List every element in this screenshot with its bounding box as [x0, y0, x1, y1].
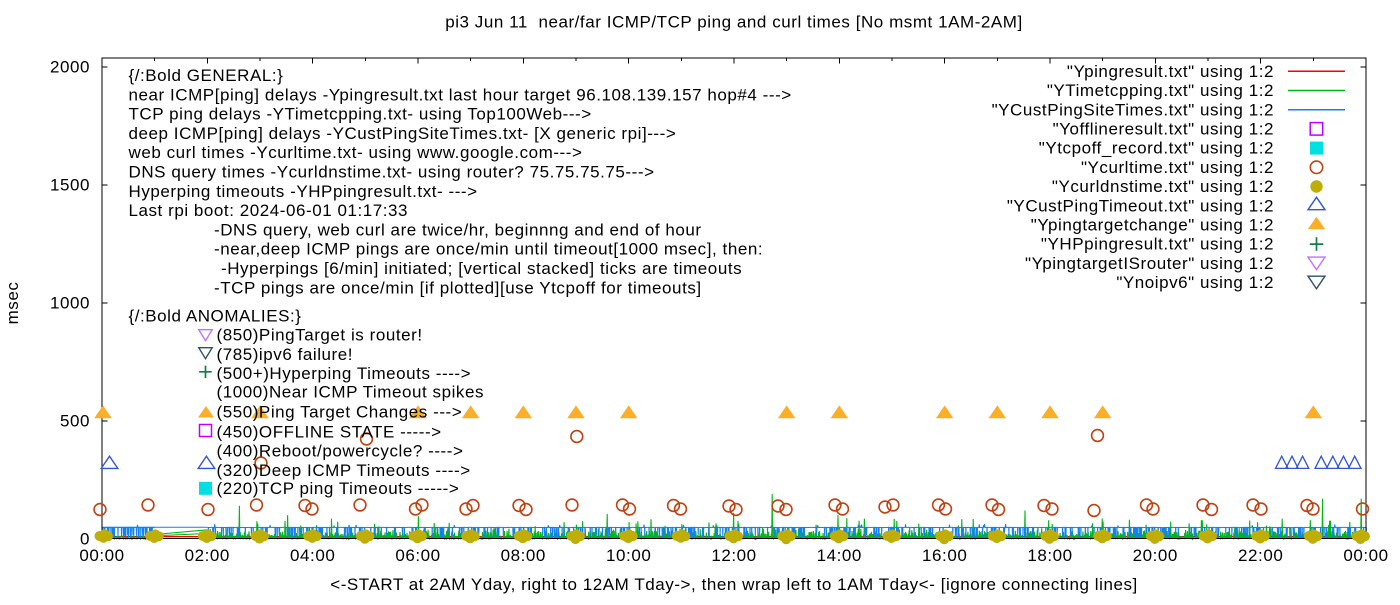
- svg-text:"Ytcpoff_record.txt" using 1:2: "Ytcpoff_record.txt" using 1:2: [1039, 139, 1274, 158]
- svg-text:Last rpi boot: 2024-06-01 01:1: Last rpi boot: 2024-06-01 01:17:33: [129, 201, 409, 220]
- svg-text:"YpingtargetISrouter" using 1:: "YpingtargetISrouter" using 1:2: [1025, 254, 1274, 273]
- svg-text:2000: 2000: [50, 58, 90, 77]
- svg-text:12:00: 12:00: [711, 546, 756, 565]
- svg-text:{/:Bold ANOMALIES:}: {/:Bold ANOMALIES:}: [129, 307, 302, 326]
- svg-text:(220)TCP ping Timeouts ----->: (220)TCP ping Timeouts ----->: [217, 479, 460, 498]
- svg-text:Hyperping timeouts -YHPpingres: Hyperping timeouts -YHPpingresult.txt- -…: [129, 182, 478, 201]
- svg-text:"YHPpingresult.txt" using 1:2: "YHPpingresult.txt" using 1:2: [1041, 235, 1274, 254]
- svg-text:10:00: 10:00: [606, 546, 651, 565]
- svg-text:16:00: 16:00: [922, 546, 967, 565]
- svg-text:(320)Deep ICMP Timeouts ---->: (320)Deep ICMP Timeouts ---->: [217, 461, 471, 480]
- svg-text:-near,deep ICMP pings are once: -near,deep ICMP pings are once/min until…: [214, 240, 763, 259]
- svg-text:"Ycurldnstime.txt" using 1:2: "Ycurldnstime.txt" using 1:2: [1052, 177, 1274, 196]
- svg-text:500: 500: [60, 411, 90, 430]
- svg-text:18:00: 18:00: [1027, 546, 1072, 565]
- svg-text:(1000)Near ICMP Timeout spikes: (1000)Near ICMP Timeout spikes: [217, 383, 485, 402]
- svg-text:"YTimetcpping.txt" using 1:2: "YTimetcpping.txt" using 1:2: [1047, 81, 1274, 100]
- svg-text:04:00: 04:00: [290, 546, 335, 565]
- svg-text:1000: 1000: [50, 293, 90, 312]
- svg-text:(400)Reboot/powercycle? ---->: (400)Reboot/powercycle? ---->: [217, 442, 464, 461]
- svg-text:02:00: 02:00: [185, 546, 230, 565]
- svg-text:msec: msec: [3, 282, 22, 325]
- svg-text:00:00: 00:00: [1343, 546, 1388, 565]
- svg-text:"Yofflineresult.txt" using 1:2: "Yofflineresult.txt" using 1:2: [1053, 120, 1274, 139]
- svg-text:DNS query times -Ycurldnstime.: DNS query times -Ycurldnstime.txt- using…: [129, 163, 655, 182]
- svg-text:00:00: 00:00: [79, 546, 124, 565]
- svg-text:pi3 Jun 11 near/far ICMP/TCP: pi3 Jun 11 near/far ICMP/TCP ping and cu…: [445, 13, 1023, 32]
- svg-text:TCP ping delays -YTimetcpping.: TCP ping delays -YTimetcpping.txt- using…: [129, 105, 592, 124]
- svg-text:08:00: 08:00: [501, 546, 546, 565]
- svg-text:"YCustPingTimeout.txt" using 1: "YCustPingTimeout.txt" using 1:2: [1007, 196, 1274, 215]
- svg-text:(500+)Hyperping Timeouts ---->: (500+)Hyperping Timeouts ---->: [217, 364, 472, 383]
- svg-text:"Ypingresult.txt" using 1:2: "Ypingresult.txt" using 1:2: [1067, 62, 1274, 81]
- svg-text:"Ypingtargetchange" using 1:2: "Ypingtargetchange" using 1:2: [1031, 216, 1274, 235]
- svg-text:(450)OFFLINE STATE ----->: (450)OFFLINE STATE ----->: [217, 422, 442, 441]
- svg-text:-Hyperpings [6/min] initiated;: -Hyperpings [6/min] initiated; [vertical…: [221, 259, 742, 278]
- svg-text:(785)ipv6 failure!: (785)ipv6 failure!: [217, 345, 354, 364]
- svg-text:20:00: 20:00: [1133, 546, 1178, 565]
- svg-text:<-START at 2AM Yday, right to: <-START at 2AM Yday, right to 12AM Tday-…: [330, 575, 1138, 594]
- svg-text:14:00: 14:00: [817, 546, 862, 565]
- svg-text:near ICMP[ping] delays -Ypingr: near ICMP[ping] delays -Ypingresult.txt …: [129, 85, 792, 104]
- svg-text:web curl times -Ycurltime.txt-: web curl times -Ycurltime.txt- using www…: [128, 143, 583, 162]
- svg-text:-TCP pings are once/min [if pl: -TCP pings are once/min [if plotted][use…: [214, 278, 702, 297]
- svg-text:-DNS query, web curl are twice: -DNS query, web curl are twice/hr, begin…: [214, 220, 702, 239]
- svg-text:"Ynoipv6" using 1:2: "Ynoipv6" using 1:2: [1116, 273, 1274, 292]
- svg-text:"Ycurltime.txt" using 1:2: "Ycurltime.txt" using 1:2: [1081, 158, 1274, 177]
- svg-text:(850)PingTarget is router!: (850)PingTarget is router!: [217, 326, 423, 345]
- svg-text:06:00: 06:00: [395, 546, 440, 565]
- svg-text:"YCustPingSiteTimes.txt" using: "YCustPingSiteTimes.txt" using 1:2: [992, 100, 1274, 119]
- svg-text:{/:Bold GENERAL:}: {/:Bold GENERAL:}: [129, 66, 284, 85]
- svg-text:deep ICMP[ping] delays -YCustP: deep ICMP[ping] delays -YCustPingSiteTim…: [129, 124, 677, 143]
- svg-text:(550)Ping Target Changes --->: (550)Ping Target Changes --->: [217, 403, 463, 422]
- svg-text:1500: 1500: [50, 176, 90, 195]
- svg-text:0: 0: [80, 529, 90, 548]
- svg-text:22:00: 22:00: [1238, 546, 1283, 565]
